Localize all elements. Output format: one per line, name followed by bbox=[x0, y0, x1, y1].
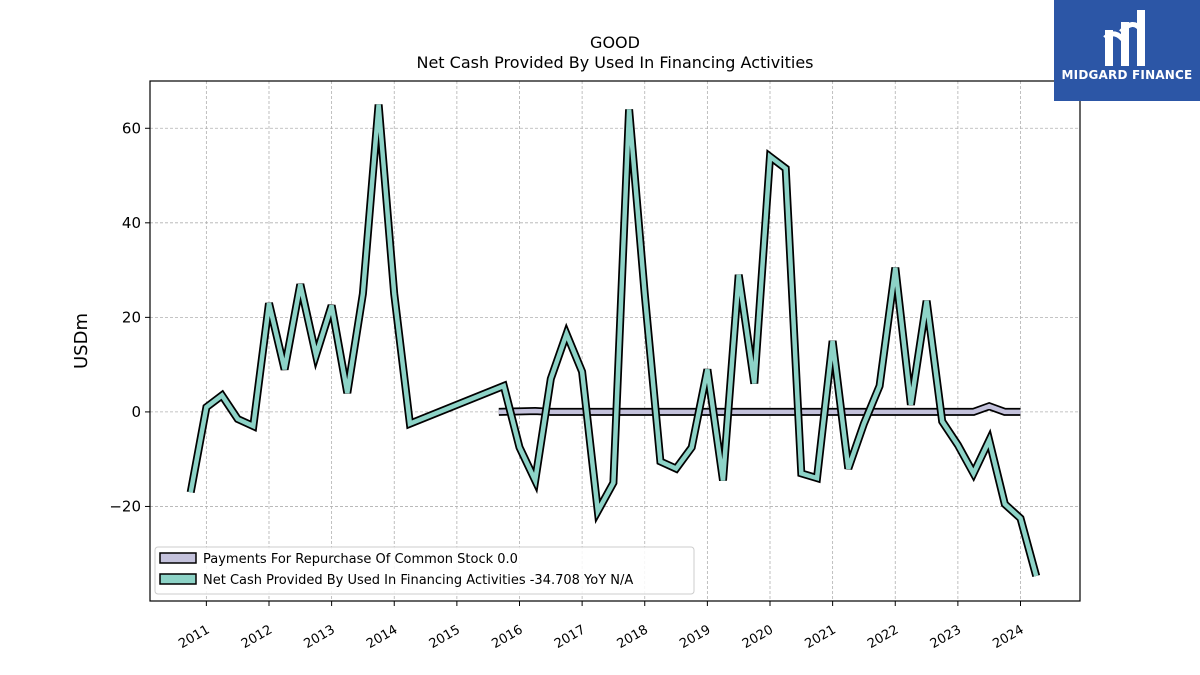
chart-title: GOOD bbox=[590, 33, 640, 52]
x-tick-label: 2014 bbox=[364, 622, 400, 652]
x-tick-label: 2016 bbox=[489, 622, 525, 652]
legend: Payments For Repurchase Of Common Stock … bbox=[154, 546, 695, 595]
y-tick-label: 40 bbox=[122, 214, 141, 232]
legend-label-repurchase: Payments For Repurchase Of Common Stock … bbox=[203, 552, 518, 567]
x-tick-label: 2020 bbox=[740, 622, 776, 652]
legend-box bbox=[154, 546, 695, 595]
midgard-logo-icon bbox=[1103, 10, 1145, 66]
legend-swatch-financing bbox=[159, 573, 197, 585]
y-tick-label: −20 bbox=[109, 497, 141, 515]
x-tick-label: 2019 bbox=[677, 622, 713, 652]
legend-swatch-repurchase bbox=[159, 552, 197, 564]
x-axis: 2011 2012 2013 2014 2015 2016 2017 2018 2019 2020… bbox=[176, 601, 1027, 652]
y-tick-label: 60 bbox=[122, 119, 141, 137]
x-tick-label: 2022 bbox=[865, 622, 901, 652]
series-financing-line bbox=[188, 104, 1039, 577]
x-tick-label: 2017 bbox=[552, 622, 588, 652]
y-tick-label: 20 bbox=[122, 308, 141, 326]
x-tick-label: 2024 bbox=[990, 622, 1026, 652]
brand-name: MIDGARD FINANCE bbox=[1061, 68, 1193, 82]
y-axis: −20 0 20 40 60 bbox=[109, 119, 150, 515]
y-tick-label: 0 bbox=[131, 403, 141, 421]
brand-logo: MIDGARD FINANCE bbox=[1054, 0, 1200, 101]
x-tick-label: 2011 bbox=[176, 622, 212, 652]
x-tick-label: 2015 bbox=[427, 622, 463, 652]
legend-label-financing: Net Cash Provided By Used In Financing A… bbox=[203, 573, 633, 588]
y-axis-label: USDm bbox=[71, 313, 92, 369]
series-financing-line-outline bbox=[186, 104, 1041, 578]
x-tick-label: 2012 bbox=[239, 622, 275, 652]
chart-subtitle: Net Cash Provided By Used In Financing A… bbox=[416, 53, 813, 72]
x-tick-label: 2021 bbox=[802, 622, 838, 652]
series-layer bbox=[186, 104, 1041, 578]
x-tick-label: 2023 bbox=[928, 622, 964, 652]
x-tick-label: 2013 bbox=[301, 622, 337, 652]
x-tick-label: 2018 bbox=[615, 622, 651, 652]
plot-frame bbox=[149, 80, 1081, 602]
